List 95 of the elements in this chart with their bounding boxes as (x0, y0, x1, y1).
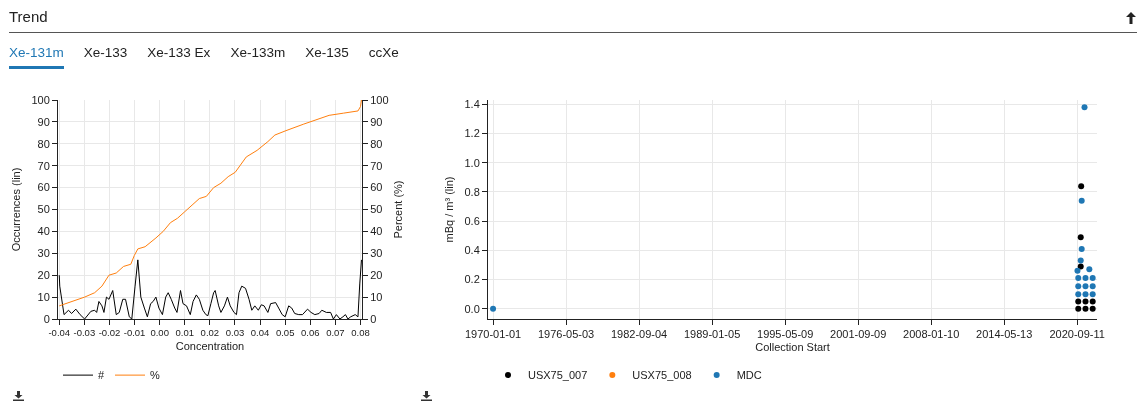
x-tick-label: 1995-05-09 (757, 328, 814, 341)
x-tick-label: 0.04 (250, 327, 270, 339)
point (1075, 283, 1082, 290)
y-tick-label: 30 (37, 247, 50, 260)
y2-tick-label: 70 (370, 159, 383, 172)
x-tick-label: 0.03 (225, 327, 245, 339)
point (1089, 291, 1096, 298)
x-tick-label: 0.00 (150, 327, 169, 339)
x-axis-title: Concentration (175, 339, 245, 352)
y-tick-label: 1.4 (464, 98, 480, 111)
y-tick-label: 60 (37, 181, 50, 194)
x-tick-label: 0.07 (326, 327, 345, 339)
x-tick-label: 0.01 (175, 327, 195, 339)
y2-tick-label: 40 (370, 225, 383, 238)
y-tick-label: 0 (43, 312, 50, 325)
x-tick-label: -0.03 (73, 327, 96, 339)
x-tick-label: 2020-09-11 (1049, 328, 1105, 341)
y2-tick-label: 100 (370, 93, 389, 106)
y-axis-title: mBq / m³ (lin) (443, 176, 456, 243)
x-tick-label: 2008-01-10 (903, 328, 960, 341)
point (1077, 234, 1084, 241)
point (1074, 267, 1081, 274)
text: Trend (9, 8, 48, 25)
y2-axis-title: Percent (%) (391, 180, 404, 239)
point (1077, 257, 1084, 264)
y-tick-label: 0.0 (464, 302, 480, 315)
x-tick-label: -0.04 (48, 327, 71, 339)
y2-tick-label: 60 (370, 181, 383, 194)
y2-tick-label: 0 (370, 312, 377, 325)
text: Xe-133 Ex (147, 45, 211, 62)
point (1075, 298, 1082, 305)
x-tick-label: 0.06 (301, 327, 320, 339)
y-tick-label: 1.0 (464, 156, 480, 169)
y-tick-label: 50 (37, 203, 50, 216)
point (1078, 183, 1085, 190)
x-tick-label: 2001-09-09 (830, 328, 887, 341)
point (1078, 197, 1085, 204)
y-tick-label: 80 (37, 137, 50, 150)
y-tick-label: 20 (37, 269, 50, 282)
point (1089, 298, 1096, 305)
point (1089, 283, 1096, 290)
point (1089, 275, 1096, 282)
y2-tick-label: 80 (370, 137, 383, 150)
point (1075, 305, 1082, 312)
y-tick-label: 0.4 (464, 244, 480, 257)
legend-label: # (98, 369, 105, 382)
y-axis-title: Occurrences (lin) (10, 167, 23, 252)
text: Xe-135 (305, 45, 349, 62)
y2-tick-label: 90 (370, 115, 383, 128)
point (1082, 305, 1089, 312)
y-tick-label: 1.2 (464, 127, 480, 140)
x-tick-label: 0.05 (275, 327, 295, 339)
y2-tick-label: 10 (370, 290, 383, 303)
y2-tick-label: 20 (370, 269, 383, 282)
point (1078, 245, 1085, 252)
point (1082, 291, 1089, 298)
legend-label: % (150, 369, 160, 382)
x-tick-label: 1976-05-03 (537, 328, 595, 341)
x-tick-label: 2014-05-13 (976, 328, 1033, 341)
point (1086, 266, 1093, 273)
y-tick-label: 0.8 (464, 185, 480, 198)
y-tick-label: 70 (37, 159, 50, 172)
y-tick-label: 0.2 (464, 273, 480, 286)
point (1081, 104, 1088, 111)
text: Xe-133 (83, 45, 128, 62)
y-tick-label: 0.6 (464, 215, 480, 228)
x-tick-label: 1989-01-05 (683, 328, 741, 341)
y2-tick-label: 30 (370, 247, 383, 260)
line-series (58, 100, 362, 307)
point (1089, 305, 1096, 312)
point (1082, 283, 1089, 290)
point (1077, 263, 1084, 270)
x-tick-label: 0.08 (351, 327, 370, 339)
text: ccXe (368, 45, 399, 62)
x-tick-label: -0.02 (98, 327, 121, 339)
y-tick-label: 90 (37, 115, 50, 128)
y-tick-label: 10 (37, 290, 50, 303)
legend-label: USX75_007 (528, 369, 588, 382)
point (490, 305, 497, 312)
y-tick-label: 40 (37, 225, 50, 238)
x-tick-label: 1970-01-01 (464, 328, 522, 341)
point (1082, 298, 1089, 305)
text: Xe-133m (230, 45, 286, 62)
point (1075, 275, 1082, 282)
legend-label: MDC (736, 369, 762, 382)
y2-tick-label: 50 (370, 203, 383, 216)
text: Xe-131m (9, 45, 64, 69)
x-tick-label: 1982-09-04 (610, 328, 668, 341)
legend-label: USX75_008 (632, 369, 692, 382)
x-tick-label: 0.02 (200, 327, 220, 339)
point (1075, 291, 1082, 298)
point (1082, 275, 1089, 282)
x-axis-title: Collection Start (755, 341, 830, 354)
y-tick-label: 100 (31, 93, 50, 106)
x-tick-label: -0.01 (123, 327, 146, 339)
